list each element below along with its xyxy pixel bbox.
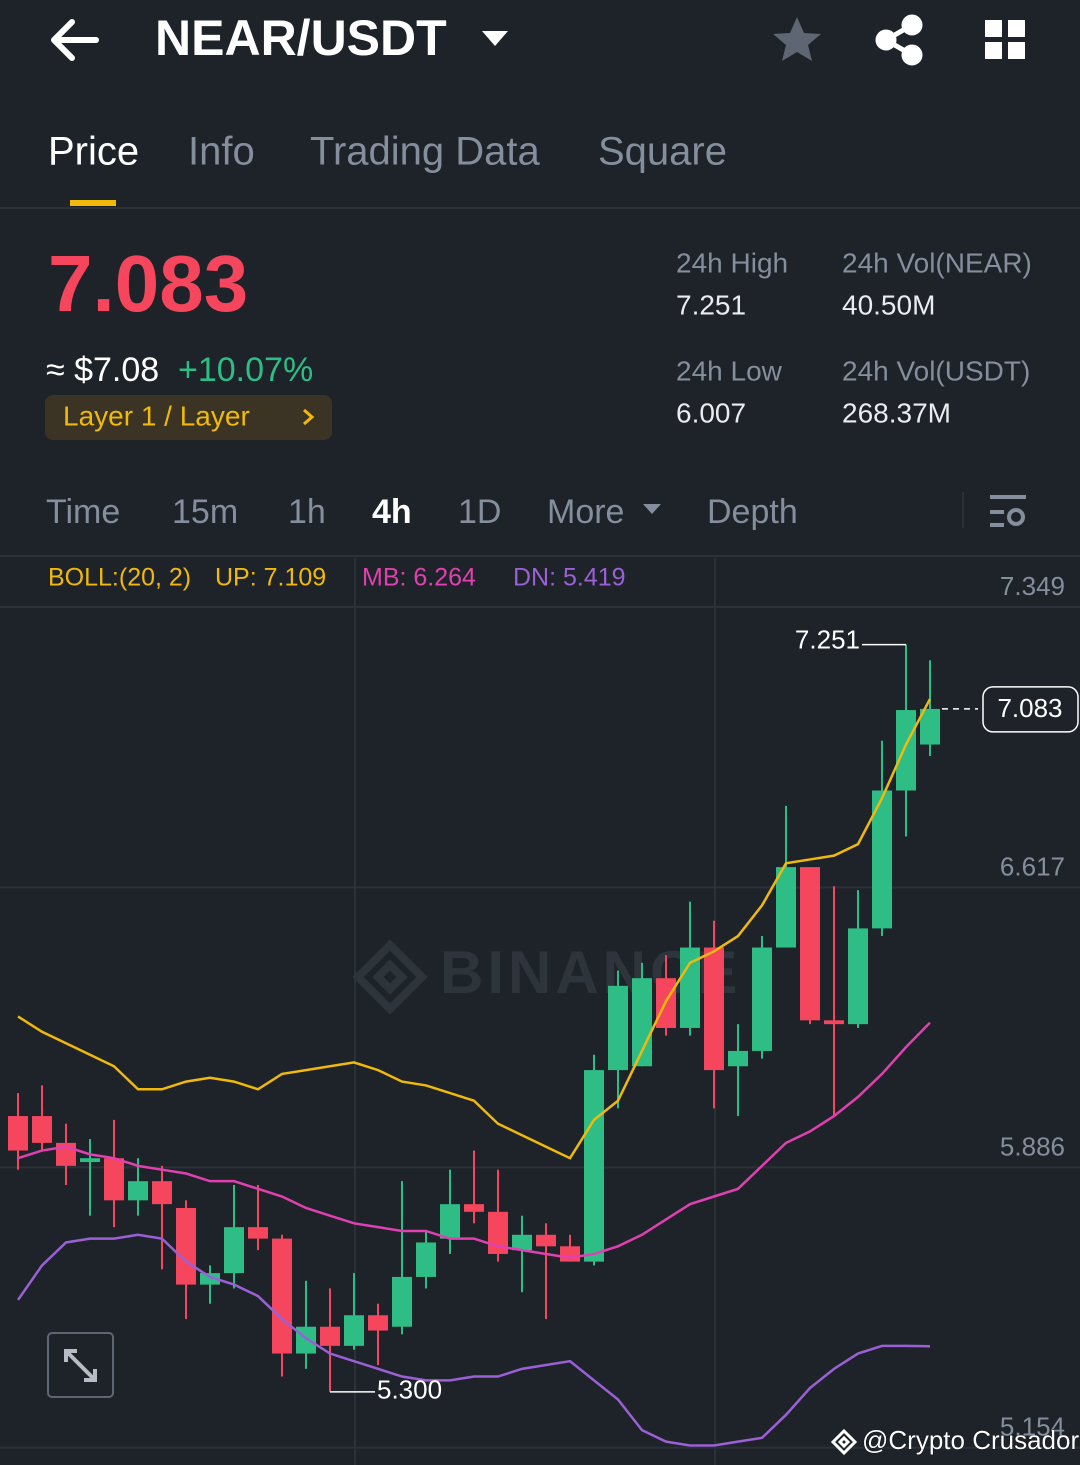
layout-button[interactable] bbox=[985, 20, 1025, 59]
interval-tab[interactable]: 15m bbox=[172, 493, 238, 531]
candle-body bbox=[128, 1181, 148, 1201]
interval-tab[interactable]: Depth bbox=[707, 493, 798, 531]
candle-body bbox=[920, 708, 940, 745]
active-tab-indicator bbox=[70, 200, 116, 206]
candle-body bbox=[392, 1276, 412, 1327]
current-price-box bbox=[982, 686, 1079, 733]
chip-chevron bbox=[303, 408, 315, 426]
candle-body bbox=[560, 1246, 580, 1262]
candle-body bbox=[272, 1238, 292, 1354]
usd-price: ≈ $7.08 bbox=[46, 351, 159, 389]
candle-body bbox=[152, 1181, 172, 1205]
candle-body bbox=[512, 1234, 532, 1251]
current-price-label: 7.083 bbox=[997, 693, 1062, 723]
candle-body bbox=[104, 1158, 124, 1201]
back-button[interactable] bbox=[51, 19, 99, 61]
indicator-value: DN: 5.419 bbox=[513, 564, 626, 592]
credit-logo bbox=[830, 1428, 858, 1456]
candle-body bbox=[416, 1242, 436, 1277]
category-chip[interactable] bbox=[45, 395, 332, 440]
chart-settings[interactable] bbox=[990, 495, 1026, 527]
last-price: 7.083 bbox=[48, 239, 248, 328]
interval-tab[interactable]: 1h bbox=[288, 493, 326, 531]
candle-body bbox=[752, 947, 772, 1051]
candle-body bbox=[368, 1315, 388, 1331]
plot: 7.3496.6175.8865.154BINANCE7.2515.3007.0… bbox=[0, 571, 1080, 1449]
candle-body bbox=[32, 1116, 52, 1143]
indicator-value: MB: 6.264 bbox=[362, 564, 476, 592]
interval-tab[interactable]: Time bbox=[46, 493, 120, 531]
indicator-value: UP: 7.109 bbox=[215, 564, 326, 592]
y-tick-label: 6.617 bbox=[1000, 851, 1065, 881]
candle-body bbox=[80, 1158, 100, 1163]
pair-title[interactable]: NEAR/USDT bbox=[155, 10, 447, 66]
stat-value: 268.37M bbox=[842, 397, 951, 428]
candle-body bbox=[608, 985, 628, 1071]
candle-body bbox=[248, 1227, 268, 1239]
candle-body bbox=[536, 1234, 556, 1247]
y-tick-label: 5.886 bbox=[1000, 1131, 1065, 1161]
favorite-star[interactable] bbox=[773, 17, 821, 61]
low-label: 5.300 bbox=[377, 1375, 442, 1405]
category-tag: Layer 1 / Layer bbox=[63, 400, 250, 431]
candle-body bbox=[632, 978, 652, 1067]
stat-label: 24h Vol(USDT) bbox=[842, 355, 1030, 386]
interval-tab[interactable]: 1D bbox=[458, 493, 501, 531]
candle-body bbox=[464, 1204, 484, 1212]
indicator-line bbox=[17, 698, 932, 1160]
candle-body bbox=[344, 1315, 364, 1346]
price-change: +10.07% bbox=[178, 351, 313, 389]
share-button[interactable] bbox=[875, 14, 923, 66]
candle-body bbox=[8, 1116, 28, 1151]
credit: @Crypto Crusador bbox=[862, 1425, 1079, 1455]
candle-body bbox=[704, 947, 724, 1071]
candle-body bbox=[728, 1050, 748, 1067]
tab[interactable]: Price bbox=[48, 130, 139, 174]
tab[interactable]: Trading Data bbox=[310, 130, 541, 174]
candle-body bbox=[872, 790, 892, 929]
indicator-line bbox=[16, 1233, 931, 1447]
tab[interactable]: Info bbox=[188, 130, 255, 174]
more-caret bbox=[643, 504, 661, 514]
interval-tab[interactable]: 4h bbox=[372, 493, 412, 531]
candle-body bbox=[896, 710, 916, 791]
candle-body bbox=[176, 1207, 196, 1285]
candle-body bbox=[584, 1070, 604, 1262]
tab[interactable]: Square bbox=[598, 130, 727, 174]
indicator-line bbox=[17, 1021, 931, 1260]
y-tick-label: 7.349 bbox=[1000, 571, 1065, 601]
candle-body bbox=[848, 928, 868, 1025]
high-label: 7.251 bbox=[795, 624, 860, 654]
candle-body bbox=[776, 867, 796, 948]
candle-body bbox=[800, 867, 820, 1021]
y-tick-label: 5.154 bbox=[1000, 1412, 1065, 1442]
pair-dropdown[interactable] bbox=[482, 31, 508, 46]
candle-body bbox=[200, 1273, 220, 1285]
interval-tab[interactable]: More bbox=[547, 493, 624, 531]
indicator-name: BOLL:(20, 2) bbox=[48, 564, 191, 592]
stat-value: 7.251 bbox=[676, 289, 746, 320]
candle-body bbox=[824, 1020, 844, 1025]
stat-label: 24h Vol(NEAR) bbox=[842, 247, 1032, 278]
stat-value: 6.007 bbox=[676, 397, 746, 428]
candle-body bbox=[320, 1326, 340, 1346]
stat-label: 24h High bbox=[676, 247, 788, 278]
candle-body bbox=[680, 947, 700, 1028]
watermark-logo bbox=[352, 939, 428, 1015]
stat-value: 40.50M bbox=[842, 289, 935, 320]
candle-body bbox=[296, 1326, 316, 1354]
stat-label: 24h Low bbox=[676, 355, 783, 386]
candle-body bbox=[224, 1227, 244, 1274]
expand-button[interactable] bbox=[47, 1332, 114, 1398]
candle-body bbox=[440, 1204, 460, 1239]
